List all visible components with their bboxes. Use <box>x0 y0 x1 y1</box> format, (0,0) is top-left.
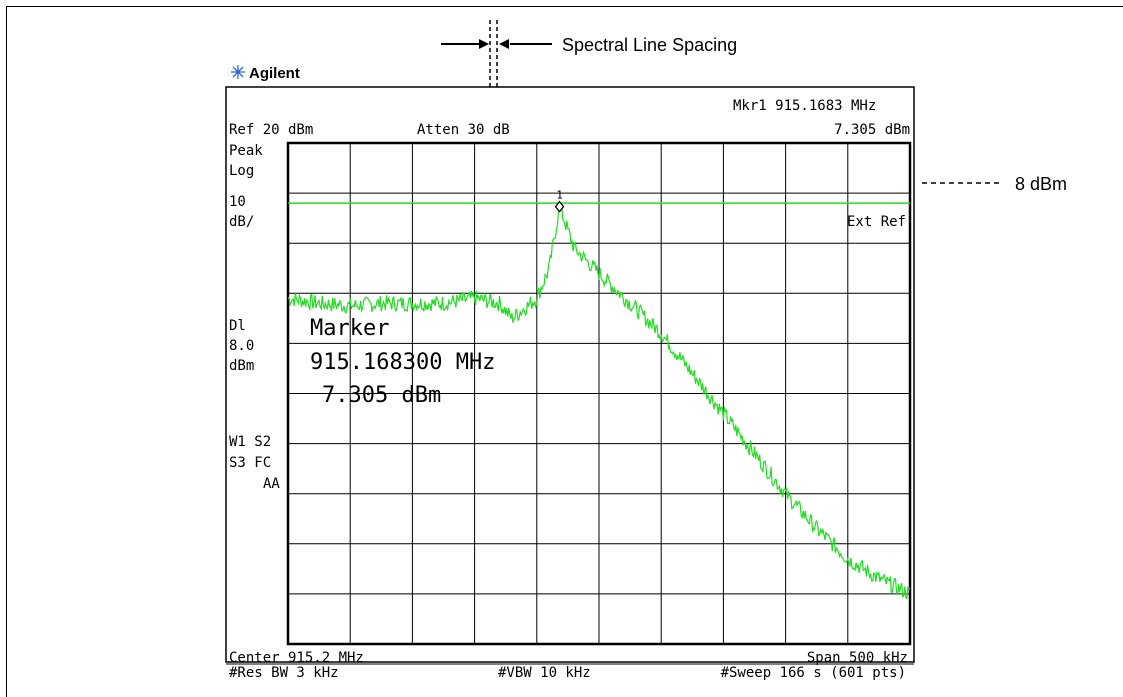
attenuation-label: Atten 30 dB <box>417 122 510 138</box>
vbw-label: #VBW 10 kHz <box>498 665 591 681</box>
trace-label-row-1: W1 S2 <box>229 434 271 450</box>
marker-number: 1 <box>556 189 563 202</box>
display-line-value: 8.0 <box>229 338 254 354</box>
ref-level-callout: 8 dBm <box>922 174 1067 194</box>
spectrum-trace <box>287 204 911 600</box>
grid <box>288 143 910 644</box>
scale-labels: Peak Log 10 dB/ <box>229 143 263 230</box>
marker-diamond-icon <box>554 200 565 213</box>
marker-readout: Marker 915.168300 MHz 7.305 dBm <box>310 316 495 408</box>
graticule-border <box>286 141 912 646</box>
display-line-label: Dl <box>229 318 246 334</box>
figure-border <box>6 6 1123 697</box>
display-line-labels: Dl 8.0 dBm <box>229 318 254 374</box>
instrument-window <box>225 86 915 663</box>
scale-unit-label: dB/ <box>229 214 254 230</box>
spacing-arrow-right-head-icon <box>499 39 509 49</box>
detector-label: Peak <box>229 143 263 159</box>
agilent-spark-icon <box>231 65 245 79</box>
scale-type-label: Log <box>229 163 254 179</box>
span-label: Span 500 kHz <box>807 650 908 666</box>
marker-readout-frequency: 915.168300 MHz <box>310 350 495 375</box>
brand: Agilent <box>231 65 300 82</box>
scale-value-label: 10 <box>229 194 246 210</box>
spacing-arrow-left-head-icon <box>479 39 489 49</box>
marker-header-frequency: Mkr1 915.1683 MHz <box>733 98 876 114</box>
brand-name: Agilent <box>249 65 300 82</box>
sweep-label: #Sweep 166 s (601 pts) <box>721 665 906 681</box>
trace-label-row-3: AA <box>263 476 280 492</box>
ext-ref-label: Ext Ref <box>847 214 906 230</box>
plot-area: 1 Ext Ref <box>286 141 912 646</box>
center-frequency-label: Center 915.2 MHz <box>229 650 364 666</box>
spectrum-analyzer-figure: Spectral Line Spacing Agilent Mkr1 915.1… <box>225 20 1067 681</box>
marker-readout-amplitude: 7.305 dBm <box>322 383 441 408</box>
marker-readout-title: Marker <box>310 316 389 341</box>
marker-header-amplitude: 7.305 dBm <box>834 122 910 138</box>
ref-level-callout-label: 8 dBm <box>1015 174 1067 194</box>
display-line-unit: dBm <box>229 358 254 374</box>
ref-level-label: Ref 20 dBm <box>229 122 313 138</box>
footer: Center 915.2 MHz Span 500 kHz #Res BW 3 … <box>229 650 908 681</box>
res-bw-label: #Res BW 3 kHz <box>229 665 339 681</box>
trace-label-row-2: S3 FC <box>229 455 271 471</box>
trace-labels: W1 S2 S3 FC AA <box>229 434 280 492</box>
spectral-line-spacing-label: Spectral Line Spacing <box>562 35 737 55</box>
